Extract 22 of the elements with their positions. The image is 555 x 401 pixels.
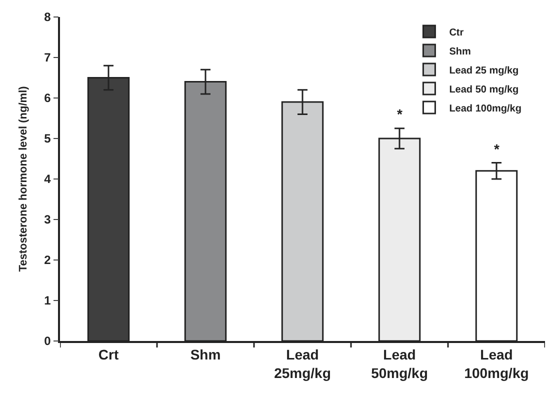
y-tick-label: 8 (44, 10, 52, 24)
y-tick-label: 7 (44, 50, 52, 65)
data-label: * (397, 106, 403, 122)
y-tick-label: 5 (44, 132, 52, 146)
y-tick-label: 6 (44, 91, 52, 106)
x-tick-label: Shm (190, 346, 221, 363)
y-tick-label: 4 (44, 172, 52, 186)
legend-label: Shm (449, 46, 471, 58)
data-label: * (494, 141, 500, 157)
legend-label: Lead 100mg/kg (449, 103, 522, 114)
legend-label: Ctr (449, 27, 464, 38)
y-tick-label: 3 (44, 212, 52, 227)
x-tick-label: Crt (98, 346, 119, 363)
legend-label: Lead 50 mg/kg (449, 84, 519, 96)
x-tick-label: Lead 25mg/kg (274, 346, 331, 381)
y-tick-label: 2 (44, 253, 52, 268)
legend-label: Lead 25 mg/kg (449, 65, 519, 76)
y-tick-label: 1 (44, 294, 52, 308)
y-axis-title: Testosterone hormone level (ng/ml) (17, 86, 30, 272)
x-tick-label: Lead 100mg/kg (464, 346, 529, 381)
y-tick-label: 0 (44, 334, 52, 348)
x-tick-label: Lead 50mg/kg (371, 346, 428, 381)
